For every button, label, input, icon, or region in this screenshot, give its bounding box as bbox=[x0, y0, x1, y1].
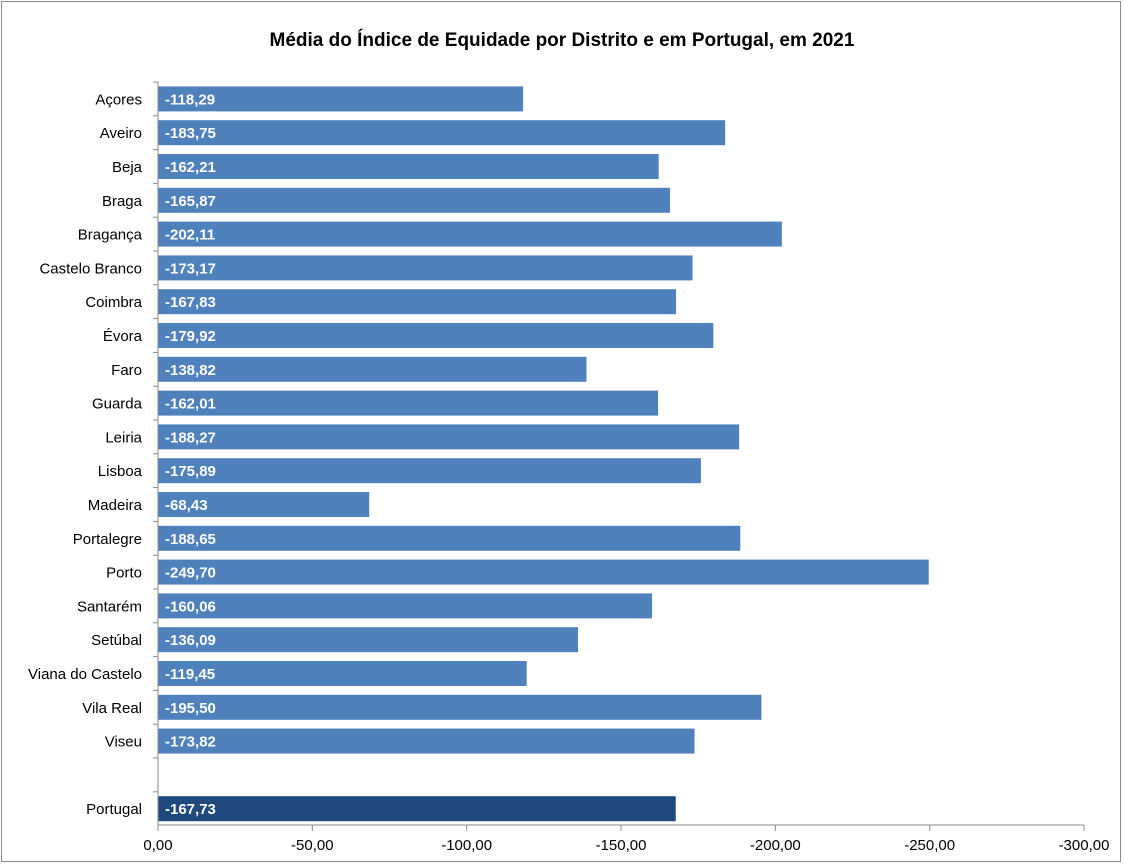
category-label-vila-real: Vila Real bbox=[82, 700, 142, 717]
category-label-beja: Beja bbox=[112, 159, 143, 176]
category-label-evora: Évora bbox=[103, 328, 143, 345]
category-label-setubal: Setúbal bbox=[91, 632, 142, 649]
category-label-madeira: Madeira bbox=[88, 497, 143, 514]
category-label-leiria: Leiria bbox=[105, 429, 142, 446]
bar-santarem bbox=[158, 593, 653, 619]
x-tick-label: -100,00 bbox=[441, 837, 492, 854]
data-label-lisboa: -175,89 bbox=[165, 463, 216, 480]
bar-aveiro bbox=[158, 120, 726, 146]
x-tick-label: -300,00 bbox=[1059, 837, 1110, 854]
category-label-castelo-branco: Castelo Branco bbox=[39, 260, 142, 277]
data-label-vila-real: -195,50 bbox=[165, 700, 216, 717]
category-label-acores: Açores bbox=[95, 91, 142, 108]
category-label-porto: Porto bbox=[106, 565, 142, 582]
bar-guarda bbox=[158, 390, 659, 416]
data-label-evora: -179,92 bbox=[165, 328, 216, 345]
data-label-madeira: -68,43 bbox=[165, 497, 208, 514]
bar-faro bbox=[158, 356, 587, 382]
data-label-beja: -162,21 bbox=[165, 159, 216, 176]
bar-vila-real bbox=[158, 694, 762, 720]
data-label-portugal: -167,73 bbox=[165, 801, 216, 818]
data-label-porto: -249,70 bbox=[165, 565, 216, 582]
data-label-braga: -165,87 bbox=[165, 193, 216, 210]
x-tick-label: -200,00 bbox=[750, 837, 801, 854]
data-label-aveiro: -183,75 bbox=[165, 125, 216, 142]
x-tick-label: -50,00 bbox=[291, 837, 334, 854]
x-tick-label: -250,00 bbox=[904, 837, 955, 854]
bar-evora bbox=[158, 323, 714, 348]
data-label-setubal: -136,09 bbox=[165, 632, 216, 649]
bar-lisboa bbox=[158, 458, 701, 484]
category-label-santarem: Santarém bbox=[77, 598, 142, 615]
category-label-portugal: Portugal bbox=[86, 801, 142, 818]
data-label-leiria: -188,27 bbox=[165, 429, 216, 446]
category-label-braga: Braga bbox=[102, 193, 143, 210]
category-label-portalegre: Portalegre bbox=[73, 531, 142, 548]
bar-castelo-branco bbox=[158, 255, 693, 281]
data-label-acores: -118,29 bbox=[165, 91, 215, 108]
data-label-castelo-branco: -173,17 bbox=[165, 260, 216, 277]
bar-portugal bbox=[158, 796, 676, 822]
category-label-aveiro: Aveiro bbox=[100, 125, 142, 142]
bar-acores bbox=[158, 86, 524, 112]
bar-beja bbox=[158, 154, 659, 179]
data-label-braganca: -202,11 bbox=[165, 227, 215, 244]
bar-setubal bbox=[158, 627, 579, 653]
data-label-portalegre: -188,65 bbox=[165, 531, 216, 548]
x-tick-label: -150,00 bbox=[596, 837, 647, 854]
category-label-faro: Faro bbox=[111, 362, 142, 379]
data-label-coimbra: -167,83 bbox=[165, 294, 216, 311]
bar-braganca bbox=[158, 221, 782, 247]
category-label-viana-do-castelo: Viana do Castelo bbox=[28, 666, 142, 683]
data-label-guarda: -162,01 bbox=[165, 396, 216, 413]
data-label-viana-do-castelo: -119,45 bbox=[165, 666, 215, 683]
category-label-viseu: Viseu bbox=[105, 734, 142, 751]
category-label-coimbra: Coimbra bbox=[85, 294, 142, 311]
category-label-guarda: Guarda bbox=[92, 396, 143, 413]
category-label-braganca: Bragança bbox=[78, 227, 143, 244]
bar-portalegre bbox=[158, 525, 741, 551]
category-label-lisboa: Lisboa bbox=[98, 463, 143, 480]
bar-porto bbox=[158, 559, 929, 585]
bar-braga bbox=[158, 187, 670, 213]
bar-madeira bbox=[158, 492, 370, 517]
bar-leiria bbox=[158, 424, 740, 450]
chart-title: Média do Índice de Equidade por Distrito… bbox=[269, 30, 855, 51]
data-label-faro: -138,82 bbox=[165, 362, 216, 379]
data-label-santarem: -160,06 bbox=[165, 598, 216, 615]
x-tick-label: 0,00 bbox=[143, 837, 172, 854]
bar-viseu bbox=[158, 728, 695, 754]
bar-viana-do-castelo bbox=[158, 661, 527, 686]
bar-coimbra bbox=[158, 289, 677, 315]
data-label-viseu: -173,82 bbox=[165, 734, 216, 751]
